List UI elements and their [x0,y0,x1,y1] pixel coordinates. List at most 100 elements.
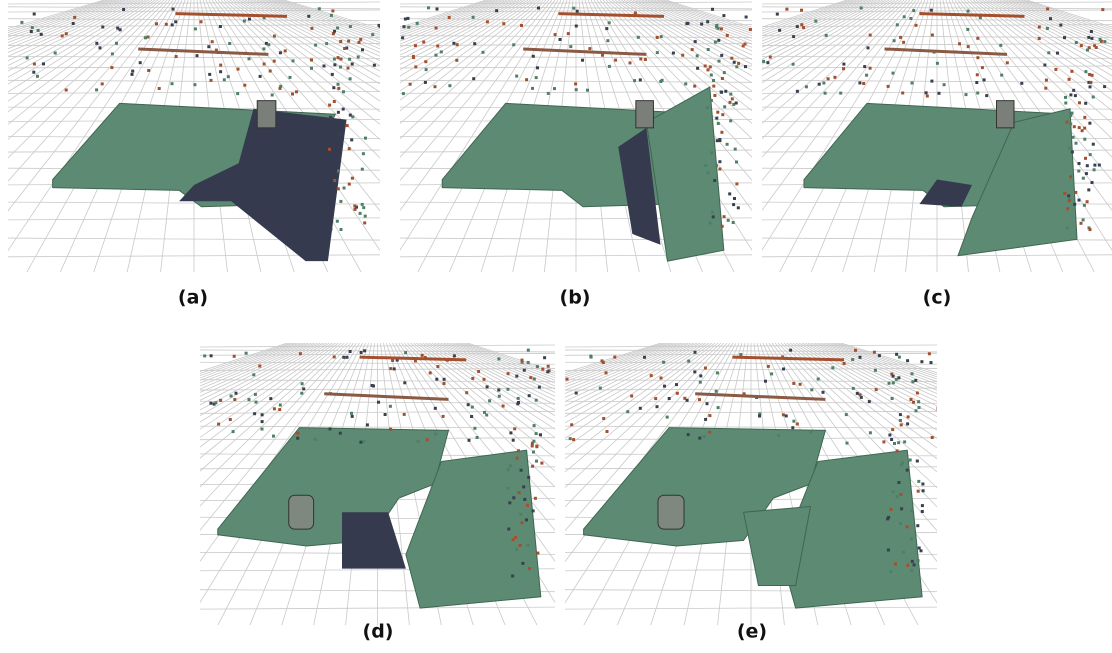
voxel [214,401,217,404]
voxel [1069,175,1072,178]
voxel [1063,192,1066,195]
voxel [522,485,525,488]
voxel [1083,116,1086,119]
voxel [858,81,861,84]
voxel [843,362,846,365]
voxel [443,378,446,381]
voxel [261,413,264,416]
voxel [805,85,808,88]
voxel [887,549,890,552]
voxel [233,355,236,358]
voxel [713,94,716,97]
voxel [372,385,375,388]
voxel [720,131,723,134]
voxel [515,75,518,78]
voxel [900,507,903,510]
voxel [897,481,900,484]
voxel [348,147,351,150]
voxel [531,465,534,468]
voxel [1093,44,1096,47]
voxel [273,60,276,63]
voxel [361,48,364,51]
voxel [715,164,718,167]
voxel [724,90,727,93]
voxel [891,397,894,400]
voxel [101,26,104,29]
voxel [910,569,913,572]
voxel [1087,188,1090,191]
voxel [358,41,361,44]
voxel [660,377,663,380]
voxel [512,43,515,46]
voxel [273,407,276,410]
grid-line [400,276,752,278]
voxel [455,59,458,62]
voxel [349,25,352,28]
voxel [486,385,489,388]
voxel [1066,121,1069,124]
voxel [346,356,349,359]
voxel [958,42,961,45]
voxel [710,74,713,77]
voxel [1085,172,1088,175]
voxel [348,183,351,186]
voxel [343,187,346,190]
voxel [575,25,578,28]
voxel [873,351,876,354]
voxel [777,434,780,437]
panel-label: (a) [178,287,208,309]
voxel [710,99,713,102]
voxel [342,356,345,359]
voxel [253,412,256,415]
voxel [831,366,834,369]
voxel [917,559,920,562]
voxel [917,400,920,403]
voxel [1073,125,1076,128]
voxel [525,78,528,81]
voxel [284,49,287,52]
voxel [497,357,500,360]
voxel [721,113,724,116]
voxel [227,75,230,78]
voxel [643,356,646,359]
voxel [1103,85,1106,88]
voxel [229,418,232,421]
voxel [407,17,410,20]
voxel [336,27,339,30]
voxel [896,495,899,498]
panel-label: (c) [923,287,952,309]
voxel [887,516,890,519]
voxel [1064,102,1067,105]
voxel [325,42,328,45]
voxel [895,378,898,381]
voxel [476,436,479,439]
voxel [698,398,701,401]
voxel [799,383,802,386]
voxel [509,464,512,467]
voxel [258,365,261,368]
voxel [426,438,429,441]
grid-line [762,276,1112,278]
voxel [903,440,906,443]
voxel [899,36,902,39]
voxel [694,351,697,354]
voxel [817,378,820,381]
voxel [377,401,380,404]
voxel [485,414,488,417]
voxel [535,460,538,463]
voxel [845,413,848,416]
voxel [1067,194,1070,197]
voxel [512,496,515,499]
voxel [403,25,406,28]
voxel [219,64,222,67]
voxel [915,24,918,27]
voxel [888,434,891,437]
voxel [749,28,752,31]
voxel [903,15,906,18]
voxel [351,63,354,66]
voxel [533,378,536,381]
voxel [706,106,709,109]
voxel [269,70,272,73]
voxel [1099,38,1102,41]
voxel [721,77,724,80]
